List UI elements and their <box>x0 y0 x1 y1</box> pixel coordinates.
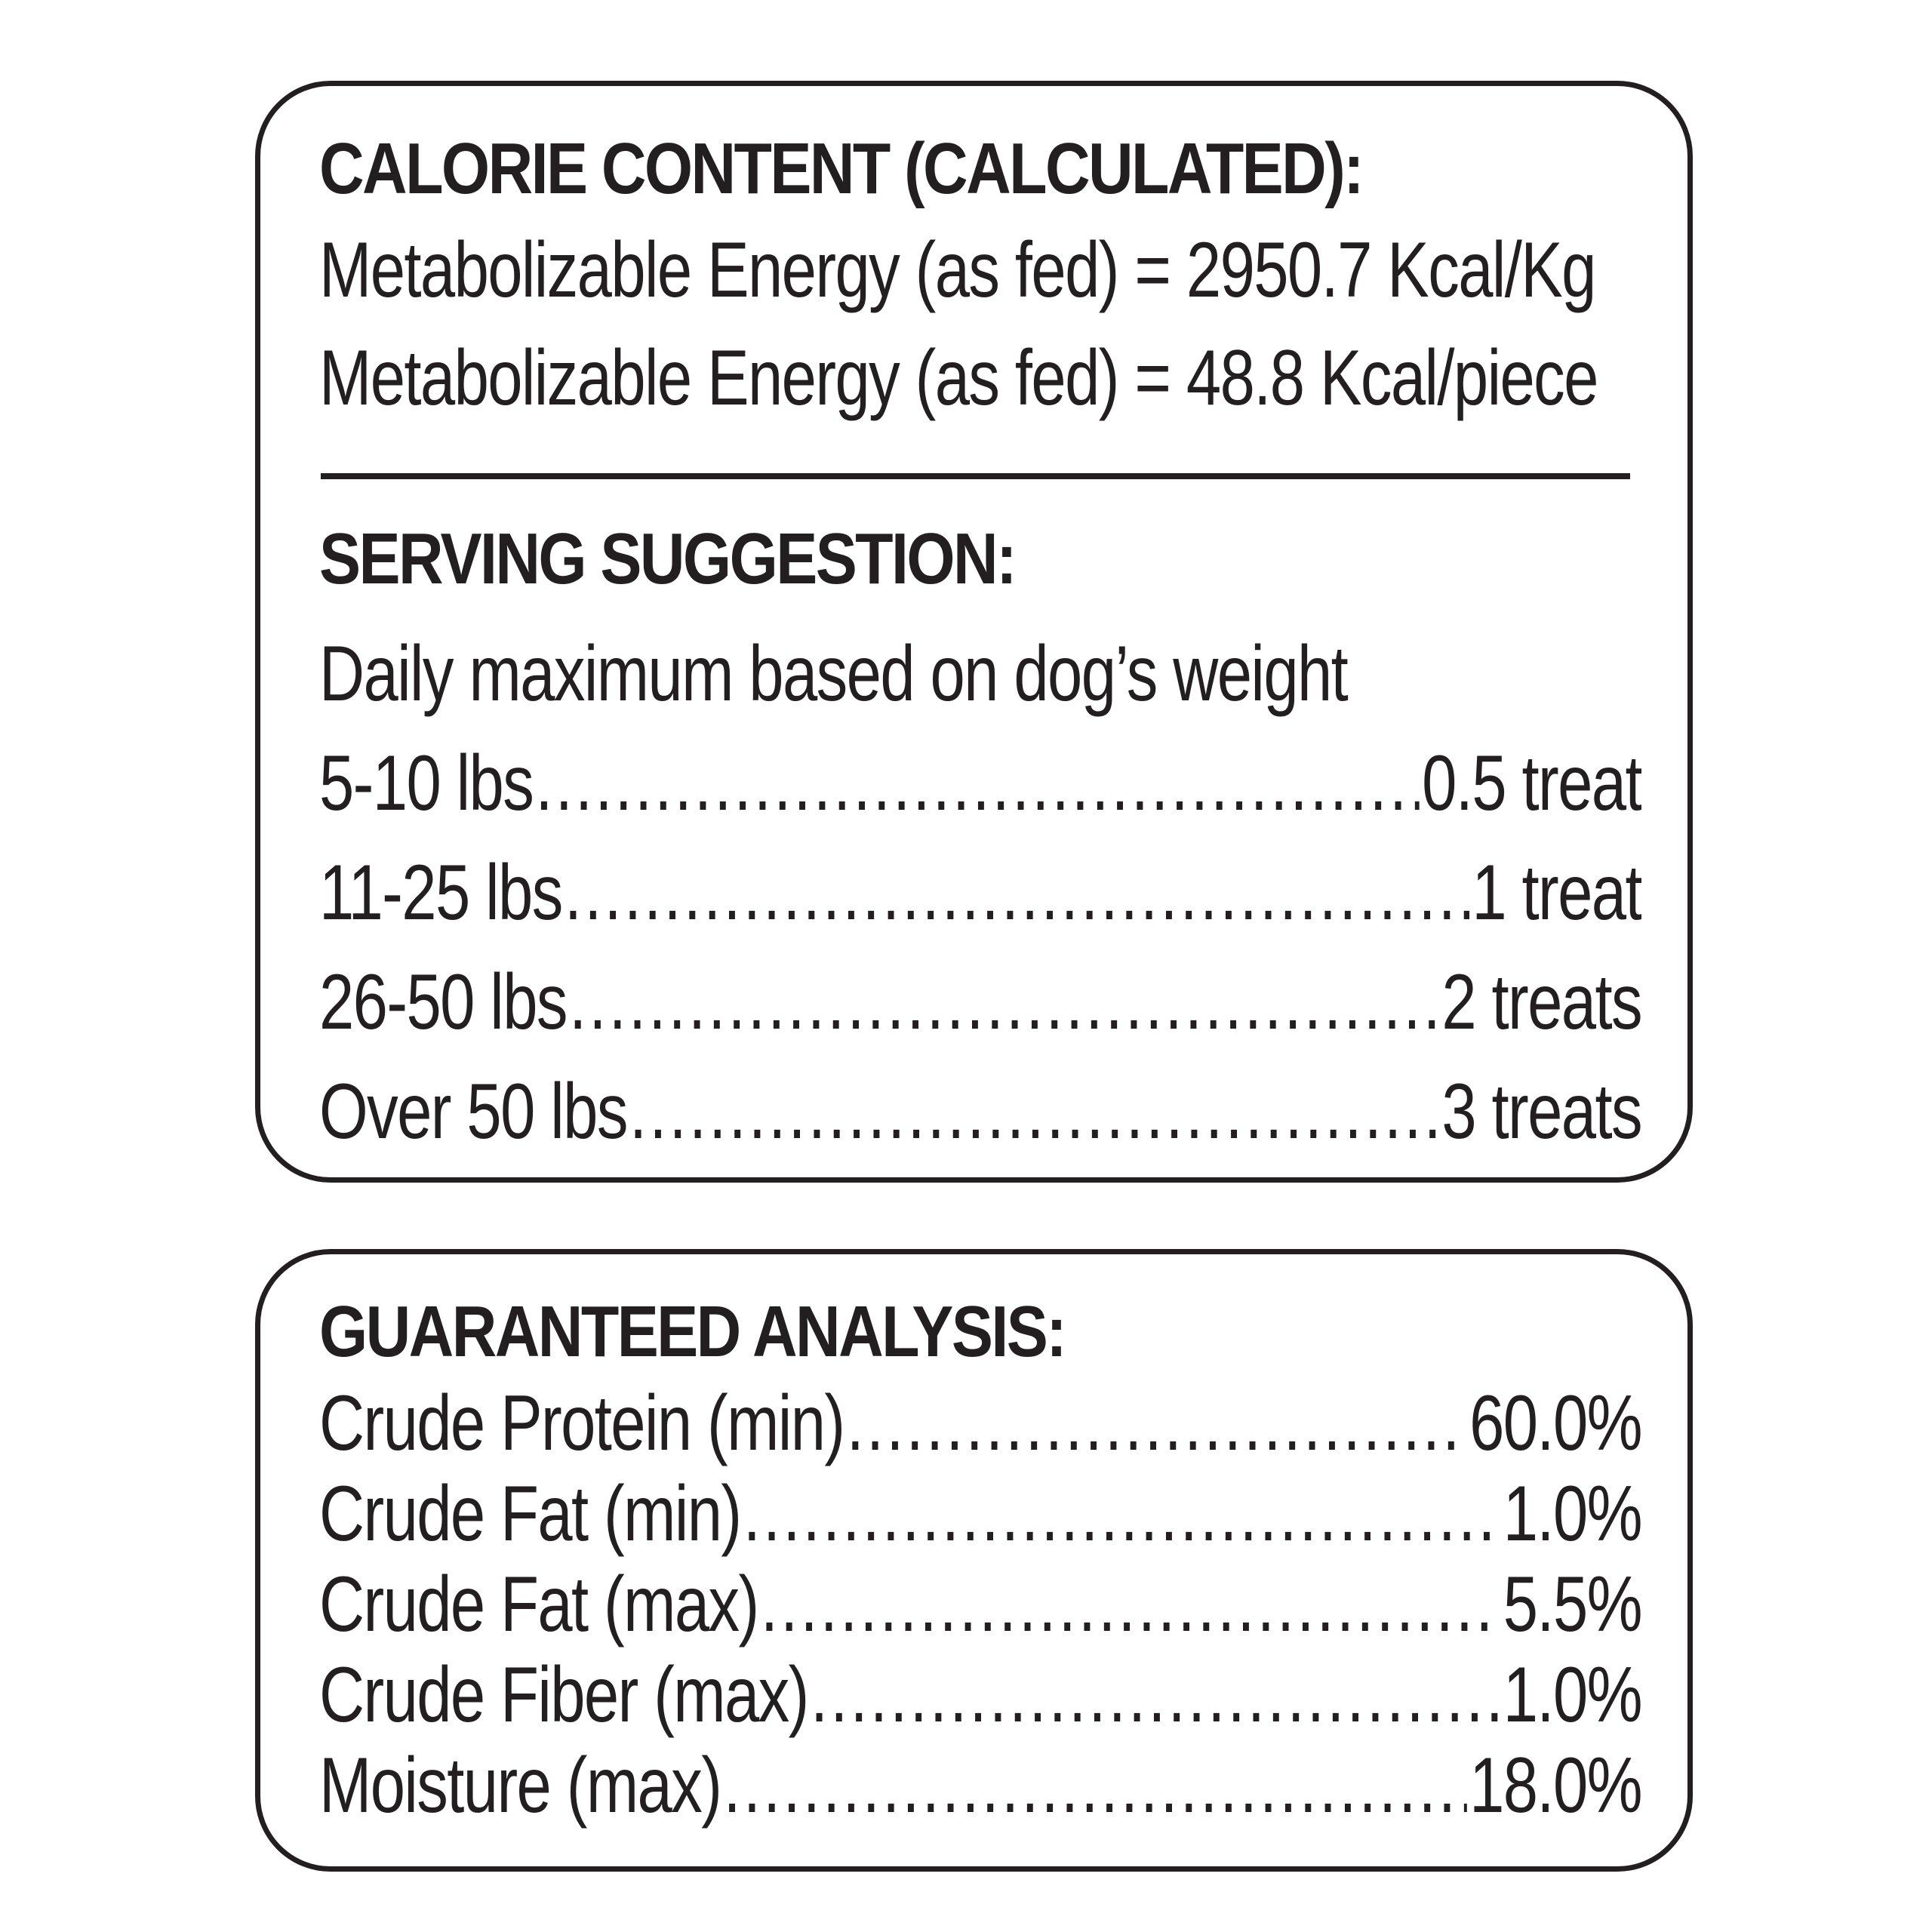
nutrient-label: Crude Fiber (max) <box>319 1651 809 1739</box>
serving-weight-label: 11-25 lbs <box>319 849 563 937</box>
dot-leader <box>569 958 1439 1048</box>
dot-leader <box>847 1379 1467 1469</box>
serving-row: 11-25 lbs 1 treat <box>319 848 1641 938</box>
nutrient-label: Crude Fat (max) <box>319 1561 759 1648</box>
serving-amount: 3 treats <box>1441 1068 1641 1155</box>
analysis-row: Crude Fat (min) 1.0% <box>319 1469 1641 1559</box>
nutrient-value: 1.0% <box>1503 1470 1641 1558</box>
serving-row: Over 50 lbs 3 treats <box>319 1067 1641 1157</box>
serving-amount: 1 treat <box>1472 849 1641 937</box>
serving-weight-label: Over 50 lbs <box>319 1068 628 1155</box>
dot-leader <box>565 848 1469 938</box>
dot-leader <box>743 1469 1501 1559</box>
serving-weight-label: 26-50 lbs <box>319 958 568 1046</box>
serving-suggestion-heading: SERVING SUGGESTION: <box>319 518 1017 599</box>
energy-per-kg-line: Metabolizable Energy (as fed) = 2950.7 K… <box>319 226 1596 314</box>
nutrient-value: 1.0% <box>1503 1651 1641 1739</box>
analysis-row: Crude Fiber (max) 1.0% <box>319 1651 1641 1740</box>
dot-leader <box>629 1067 1439 1157</box>
serving-weight-label: 5-10 lbs <box>319 740 534 827</box>
dot-leader <box>724 1741 1467 1831</box>
analysis-row: Crude Fat (max) 5.5% <box>319 1560 1641 1650</box>
serving-subtitle: Daily maximum based on dog’s weight <box>319 630 1349 718</box>
dot-leader <box>761 1560 1501 1650</box>
guaranteed-analysis-panel: GUARANTEED ANALYSIS: Crude Protein (min)… <box>255 1249 1693 1872</box>
calorie-serving-panel: CALORIE CONTENT (CALCULATED): Metaboliza… <box>255 81 1693 1183</box>
nutrient-value: 18.0% <box>1469 1742 1641 1829</box>
nutrient-label: Crude Fat (min) <box>319 1470 742 1558</box>
section-divider <box>321 473 1630 479</box>
serving-row: 5-10 lbs 0.5 treat <box>319 739 1641 829</box>
calorie-content-heading: CALORIE CONTENT (CALCULATED): <box>319 128 1364 209</box>
analysis-row: Crude Protein (min) 60.0% <box>319 1379 1641 1469</box>
dot-leader <box>811 1651 1501 1740</box>
serving-amount: 2 treats <box>1441 958 1641 1046</box>
energy-per-piece-line: Metabolizable Energy (as fed) = 48.8 Kca… <box>319 334 1598 422</box>
serving-row: 26-50 lbs 2 treats <box>319 958 1641 1048</box>
analysis-row: Moisture (max) 18.0% <box>319 1741 1641 1831</box>
guaranteed-analysis-heading: GUARANTEED ANALYSIS: <box>319 1291 1067 1372</box>
nutrient-label: Crude Protein (min) <box>319 1380 845 1467</box>
nutrient-value: 5.5% <box>1503 1561 1641 1648</box>
nutrient-label: Moisture (max) <box>319 1742 722 1829</box>
dot-leader <box>535 739 1420 829</box>
nutrient-value: 60.0% <box>1469 1380 1641 1467</box>
serving-amount: 0.5 treat <box>1422 740 1641 827</box>
